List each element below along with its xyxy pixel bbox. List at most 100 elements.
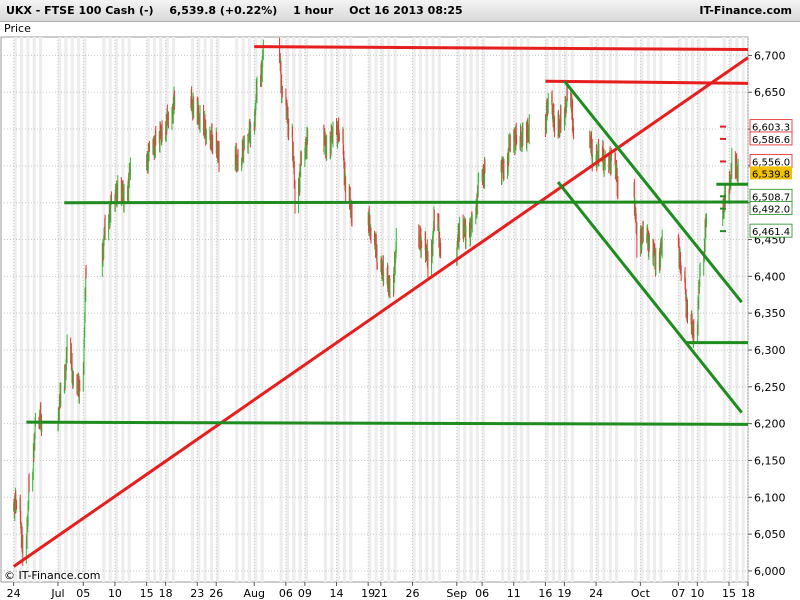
support-trendline: [563, 80, 743, 304]
current-price-box: [750, 166, 792, 180]
resistance-trendline: [545, 79, 749, 85]
support-trendline: [64, 200, 749, 205]
x-tick-label: Oct: [631, 587, 651, 600]
session-stripe: [703, 37, 707, 582]
x-tick-label: 24: [7, 587, 21, 600]
session-stripe: [304, 37, 309, 582]
session-stripe: [634, 37, 638, 582]
x-tick-label: 06: [475, 587, 489, 600]
session-stripe: [285, 37, 290, 582]
session-stripe: [418, 37, 422, 582]
x-tick-label: 26: [405, 587, 419, 600]
session-stripe: [564, 37, 568, 582]
resistance-trendline: [12, 56, 749, 568]
session-shading: [13, 37, 745, 582]
x-tick-label: 15: [140, 587, 154, 600]
session-stripe: [691, 37, 695, 582]
candles: [13, 37, 739, 566]
y-tick-label: 6,300: [754, 344, 786, 357]
x-tick-label: 14: [330, 587, 344, 600]
session-stripe: [697, 37, 701, 582]
session-stripe: [190, 37, 195, 582]
session-stripe: [19, 37, 24, 582]
x-tick-label: 19: [557, 587, 571, 600]
session-stripe: [570, 37, 574, 582]
x-tick-label: 09: [298, 587, 312, 600]
x-tick-label: 15: [722, 587, 736, 600]
session-stripe: [209, 37, 214, 582]
x-tick-label: 07: [671, 587, 685, 600]
session-stripe: [108, 37, 112, 582]
y-tick-label: 6,700: [754, 49, 786, 62]
price-label: 6,492.0: [752, 205, 790, 216]
session-stripe: [298, 37, 302, 582]
header-info: UKX - FTSE 100 Cash (-) 6,539.8 (+0.22%)…: [6, 4, 475, 17]
session-stripe: [114, 37, 119, 582]
session-stripe: [70, 37, 74, 582]
session-stripe: [279, 37, 283, 582]
session-stripe: [171, 37, 176, 582]
session-stripe: [76, 37, 81, 582]
session-stripe: [722, 37, 726, 582]
price-label-box: [749, 201, 793, 216]
session-stripe: [349, 37, 353, 582]
session-stripe: [292, 37, 296, 582]
session-stripe: [735, 37, 739, 582]
price-label: 6,508.7: [752, 192, 790, 203]
x-tick-label: Aug: [243, 587, 264, 600]
session-stripe: [121, 37, 125, 582]
session-stripe: [640, 37, 644, 582]
session-stripe: [323, 37, 328, 582]
price-labels: 6,603.36,586.6 6,556.06,539.8 6,508.7 6,492…: [720, 119, 793, 238]
y-tick-label: 6,000: [754, 565, 786, 578]
session-stripe: [216, 37, 220, 582]
resistance-trendline: [254, 45, 749, 52]
session-stripe: [260, 37, 264, 582]
header-brand[interactable]: IT-Finance.com: [699, 4, 792, 17]
x-tick-label: 24: [589, 587, 603, 600]
price-label: 6,539.8: [752, 169, 790, 180]
session-stripe: [469, 37, 473, 582]
header-symbol: UKX - FTSE 100 Cash (-): [6, 4, 154, 17]
session-stripe: [102, 37, 106, 582]
price-label-box: [749, 223, 793, 238]
header-quote: 6,539.8 (+0.22%): [169, 4, 278, 17]
x-tick-label: Jul: [50, 587, 64, 600]
x-tick-label: 26: [209, 587, 223, 600]
session-stripe: [13, 37, 17, 582]
y-tick-label: 6,650: [754, 86, 786, 99]
session-stripe: [437, 37, 441, 582]
session-stripe: [26, 37, 30, 582]
y-tick-label: 6,350: [754, 307, 786, 320]
session-stripe: [393, 37, 397, 582]
session-stripe: [558, 37, 562, 582]
session-stripe: [241, 37, 245, 582]
session-stripe: [463, 37, 467, 582]
y-tick-label: 6,100: [754, 491, 786, 504]
session-stripe: [520, 37, 524, 582]
session-stripe: [608, 37, 612, 582]
session-stripe: [32, 37, 36, 582]
x-tick-label: 16: [538, 587, 552, 600]
session-stripe: [342, 37, 347, 582]
session-stripe: [374, 37, 378, 582]
y-tick-label: 6,050: [754, 528, 786, 541]
session-stripe: [38, 37, 43, 582]
session-stripe: [729, 37, 733, 582]
x-tick-label: 23: [190, 587, 204, 600]
session-stripe: [57, 37, 62, 582]
session-stripe: [589, 37, 593, 582]
price-label: 6,603.3: [752, 123, 790, 134]
session-stripe: [482, 37, 486, 582]
session-stripe: [247, 37, 252, 582]
price-label: 6,586.6: [752, 135, 790, 146]
session-stripe: [412, 37, 416, 582]
support-trendline: [556, 181, 743, 414]
header-interval: 1 hour: [293, 4, 334, 17]
support-trendline: [26, 420, 749, 426]
session-stripe: [596, 37, 600, 582]
x-tick-label: 11: [507, 587, 521, 600]
session-stripe: [456, 37, 460, 582]
